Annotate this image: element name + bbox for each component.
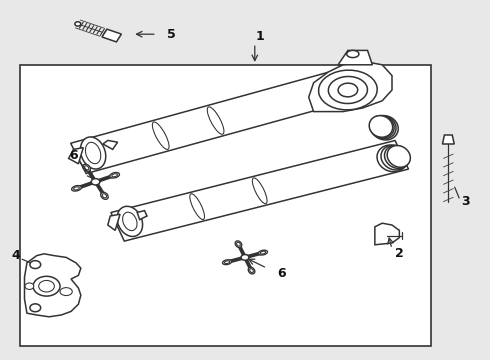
Ellipse shape [346, 50, 359, 58]
Ellipse shape [85, 166, 89, 170]
Text: 6: 6 [277, 267, 286, 280]
Ellipse shape [30, 304, 41, 312]
Ellipse shape [235, 241, 242, 248]
Ellipse shape [237, 242, 240, 246]
Text: 4: 4 [11, 249, 20, 262]
Ellipse shape [74, 187, 79, 190]
Ellipse shape [222, 260, 232, 265]
Ellipse shape [25, 283, 34, 289]
Ellipse shape [100, 192, 108, 199]
Text: 5: 5 [167, 28, 176, 41]
Polygon shape [71, 68, 361, 174]
Ellipse shape [91, 179, 100, 185]
Bar [20, 65, 431, 346]
Ellipse shape [381, 145, 408, 170]
Ellipse shape [371, 116, 398, 140]
Ellipse shape [75, 22, 81, 26]
Ellipse shape [152, 122, 169, 149]
Ellipse shape [241, 255, 249, 260]
Ellipse shape [207, 107, 224, 134]
Ellipse shape [385, 145, 410, 168]
Text: 3: 3 [461, 195, 470, 208]
Ellipse shape [60, 288, 73, 296]
Polygon shape [69, 148, 83, 164]
Ellipse shape [112, 174, 118, 177]
Ellipse shape [117, 206, 143, 237]
Polygon shape [137, 211, 147, 220]
Polygon shape [103, 140, 118, 149]
Ellipse shape [338, 83, 358, 97]
Ellipse shape [85, 142, 101, 164]
Ellipse shape [328, 76, 368, 104]
Ellipse shape [30, 261, 41, 269]
Ellipse shape [260, 251, 266, 254]
Ellipse shape [250, 269, 253, 273]
Ellipse shape [370, 116, 396, 139]
Ellipse shape [248, 267, 255, 274]
Ellipse shape [377, 145, 407, 172]
Polygon shape [24, 254, 81, 317]
Ellipse shape [72, 185, 81, 191]
Ellipse shape [80, 137, 106, 169]
Polygon shape [108, 214, 120, 230]
Polygon shape [102, 29, 122, 42]
Ellipse shape [110, 172, 120, 178]
Polygon shape [309, 61, 392, 112]
Ellipse shape [369, 116, 392, 137]
Text: 2: 2 [395, 247, 404, 260]
Ellipse shape [318, 70, 377, 110]
Ellipse shape [252, 178, 267, 204]
Polygon shape [338, 50, 372, 65]
Text: 1: 1 [255, 30, 264, 42]
Ellipse shape [387, 145, 410, 167]
Polygon shape [111, 140, 409, 241]
Text: 6: 6 [69, 149, 78, 162]
Ellipse shape [33, 276, 60, 296]
Ellipse shape [83, 164, 91, 171]
Ellipse shape [122, 212, 137, 231]
Ellipse shape [224, 261, 230, 264]
Ellipse shape [258, 250, 268, 255]
Polygon shape [375, 223, 399, 245]
Ellipse shape [102, 194, 106, 198]
Ellipse shape [190, 194, 204, 220]
Ellipse shape [369, 116, 394, 138]
Polygon shape [442, 135, 454, 144]
Ellipse shape [39, 280, 54, 292]
